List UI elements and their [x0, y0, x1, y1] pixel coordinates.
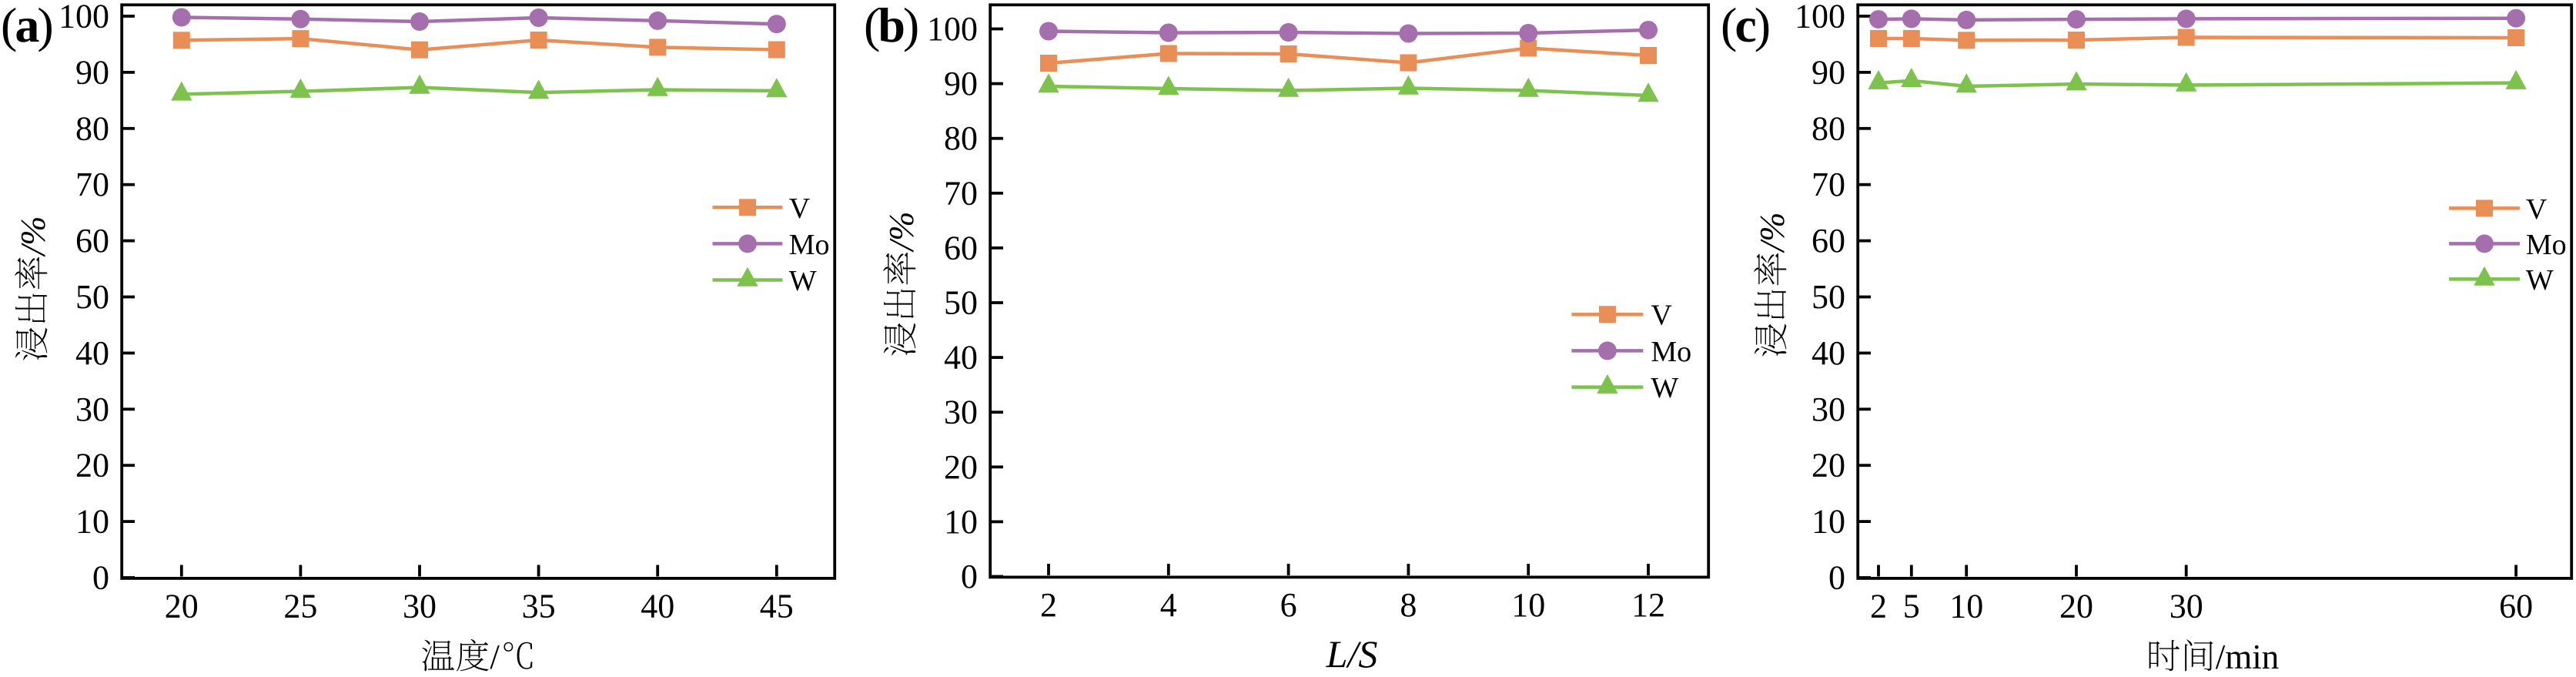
svg-text:20: 20: [75, 447, 109, 484]
svg-text:100: 100: [1795, 0, 1845, 35]
svg-text:6: 6: [1280, 586, 1297, 624]
svg-text:10: 10: [75, 503, 109, 541]
svg-text:(c): (c): [1721, 0, 1769, 52]
svg-text:W: W: [789, 265, 817, 297]
svg-text:Mo: Mo: [1651, 336, 1691, 368]
svg-text:40: 40: [641, 588, 674, 625]
svg-text:Mo: Mo: [2526, 229, 2567, 261]
svg-text:30: 30: [75, 390, 109, 428]
svg-text:0: 0: [961, 558, 978, 595]
svg-text:20: 20: [165, 588, 199, 625]
svg-text:30: 30: [2170, 588, 2203, 625]
svg-text:(b): (b): [864, 0, 918, 52]
svg-text:70: 70: [75, 166, 109, 203]
svg-text:60: 60: [2499, 588, 2533, 625]
svg-text:/%: /%: [13, 216, 52, 257]
svg-text:V: V: [2526, 193, 2548, 226]
svg-text:0: 0: [92, 559, 109, 597]
svg-text:60: 60: [944, 229, 978, 266]
svg-text:40: 40: [1812, 334, 1845, 372]
svg-text:/%: /%: [882, 211, 921, 253]
svg-text:W: W: [2526, 264, 2554, 297]
svg-text:10: 10: [1511, 586, 1545, 624]
svg-text:80: 80: [75, 109, 109, 147]
svg-text:45: 45: [760, 588, 794, 625]
svg-text:30: 30: [1812, 390, 1845, 428]
svg-text:100: 100: [59, 0, 109, 35]
svg-text:50: 50: [1812, 278, 1845, 316]
svg-text:40: 40: [944, 339, 978, 377]
svg-text:30: 30: [403, 588, 437, 625]
svg-text:20: 20: [2059, 588, 2093, 625]
svg-text:90: 90: [944, 65, 978, 102]
svg-text:12: 12: [1631, 586, 1665, 624]
svg-text:90: 90: [75, 53, 109, 91]
svg-text:/min: /min: [2216, 638, 2280, 676]
svg-text:40: 40: [75, 334, 109, 372]
svg-text:V: V: [789, 193, 811, 225]
svg-text:W: W: [1651, 372, 1678, 404]
svg-text:5: 5: [1903, 588, 1920, 625]
svg-text:/: /: [490, 638, 500, 676]
svg-text:8: 8: [1400, 586, 1417, 624]
svg-text:25: 25: [283, 588, 317, 625]
svg-text:0: 0: [1828, 559, 1845, 597]
svg-text:2: 2: [1870, 588, 1887, 625]
svg-text:50: 50: [75, 278, 109, 316]
svg-text:80: 80: [944, 119, 978, 157]
svg-text:10: 10: [944, 503, 978, 541]
svg-text:/%: /%: [1752, 212, 1791, 253]
svg-text:90: 90: [1812, 53, 1845, 91]
svg-text:70: 70: [1812, 166, 1845, 203]
svg-text:20: 20: [1812, 447, 1845, 484]
svg-text:80: 80: [1812, 109, 1845, 147]
svg-text:(a): (a): [1, 0, 52, 52]
svg-text:2: 2: [1040, 586, 1057, 624]
svg-text:60: 60: [1812, 222, 1845, 260]
svg-text:30: 30: [944, 394, 978, 431]
svg-text:35: 35: [522, 588, 556, 625]
svg-text:10: 10: [1949, 588, 1983, 625]
svg-text:Mo: Mo: [789, 229, 830, 261]
svg-text:60: 60: [75, 222, 109, 260]
svg-text:20: 20: [944, 448, 978, 486]
svg-text:V: V: [1651, 300, 1672, 332]
svg-text:L/S: L/S: [1326, 632, 1378, 675]
svg-text:10: 10: [1812, 503, 1845, 541]
svg-text:4: 4: [1160, 586, 1177, 624]
svg-text:70: 70: [944, 174, 978, 212]
svg-text:100: 100: [927, 10, 978, 48]
svg-text:50: 50: [944, 284, 978, 322]
